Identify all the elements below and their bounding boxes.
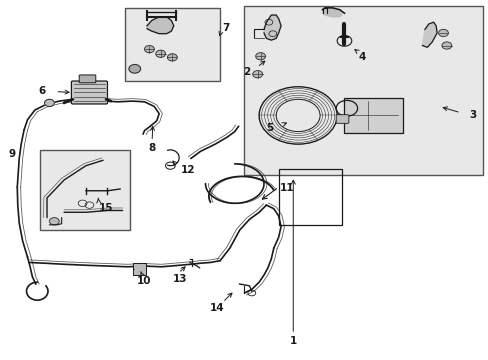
Text: 14: 14 <box>209 303 224 313</box>
FancyBboxPatch shape <box>244 6 483 175</box>
Circle shape <box>441 42 451 49</box>
FancyBboxPatch shape <box>79 75 96 83</box>
FancyBboxPatch shape <box>125 8 220 81</box>
Text: 3: 3 <box>469 111 476 121</box>
Text: 7: 7 <box>222 23 229 33</box>
Polygon shape <box>322 10 341 17</box>
Text: 5: 5 <box>266 123 273 133</box>
Circle shape <box>438 30 447 37</box>
FancyBboxPatch shape <box>344 98 402 134</box>
Text: 10: 10 <box>137 276 151 286</box>
Polygon shape <box>147 17 173 34</box>
Text: 8: 8 <box>148 143 155 153</box>
Circle shape <box>252 71 262 78</box>
Text: 9: 9 <box>8 149 15 159</box>
Circle shape <box>255 53 265 60</box>
Circle shape <box>44 99 54 107</box>
Circle shape <box>144 45 154 53</box>
Polygon shape <box>264 15 281 40</box>
Circle shape <box>129 64 141 73</box>
Text: 1: 1 <box>289 336 296 346</box>
Text: 13: 13 <box>172 274 186 284</box>
Circle shape <box>156 50 165 57</box>
Text: 4: 4 <box>357 52 365 62</box>
FancyBboxPatch shape <box>40 149 130 230</box>
FancyBboxPatch shape <box>71 81 107 104</box>
Text: 15: 15 <box>99 203 113 213</box>
Text: 6: 6 <box>38 86 45 96</box>
Circle shape <box>49 218 59 225</box>
FancyBboxPatch shape <box>335 115 348 123</box>
Text: 2: 2 <box>243 67 250 77</box>
Circle shape <box>167 54 177 61</box>
FancyBboxPatch shape <box>133 263 146 275</box>
Text: 12: 12 <box>181 165 195 175</box>
Polygon shape <box>422 22 436 47</box>
Text: 11: 11 <box>280 183 294 193</box>
